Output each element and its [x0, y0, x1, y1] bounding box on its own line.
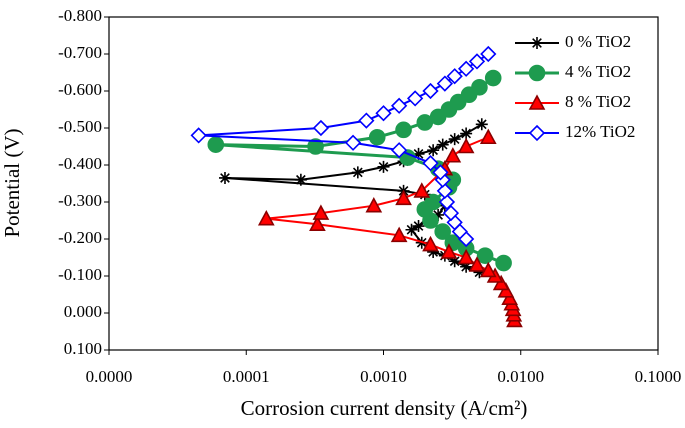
legend-label: 4 % TiO2: [565, 62, 631, 81]
legend-marker: [528, 94, 546, 110]
marker: [312, 204, 330, 220]
marker: [495, 254, 512, 272]
marker: [480, 45, 497, 63]
x-tick-label: 0.0100: [497, 367, 544, 386]
y-tick-label: -0.500: [58, 117, 102, 136]
marker: [427, 245, 440, 258]
marker: [312, 119, 330, 137]
marker: [422, 155, 439, 172]
marker: [444, 147, 462, 163]
marker: [368, 129, 386, 146]
marker: [405, 223, 418, 236]
marker: [440, 243, 458, 259]
x-tick-label: 0.0010: [360, 367, 407, 386]
marker: [395, 121, 412, 139]
marker: [471, 79, 488, 96]
x-tick-label: 0.1000: [635, 367, 682, 386]
marker: [448, 133, 461, 146]
marker: [391, 97, 408, 114]
marker: [358, 112, 375, 129]
marker: [436, 182, 454, 200]
marker: [501, 289, 518, 305]
marker: [391, 142, 408, 159]
y-tick-label: -0.600: [58, 80, 102, 99]
y-tick-label: 0.100: [64, 339, 102, 358]
marker: [412, 220, 425, 233]
marker: [497, 282, 515, 298]
marker: [432, 164, 449, 181]
legend-marker: [528, 64, 546, 82]
marker: [434, 223, 452, 240]
legend-marker: [531, 37, 543, 49]
marker: [427, 144, 440, 157]
marker: [442, 204, 460, 222]
marker: [422, 82, 439, 100]
marker: [351, 166, 364, 179]
marker: [457, 137, 475, 154]
y-tick-label: 0.000: [64, 302, 102, 321]
marker: [460, 260, 473, 273]
marker: [190, 127, 207, 144]
marker: [218, 171, 231, 184]
marker: [457, 248, 475, 265]
marker: [476, 247, 494, 264]
y-tick-label: -0.800: [58, 6, 102, 25]
marker: [377, 160, 390, 173]
y-tick-label: -0.100: [58, 265, 102, 284]
marker: [492, 274, 510, 291]
legend-label: 12% TiO2: [565, 122, 635, 141]
y-axis-title: Potential (V): [0, 128, 24, 237]
marker: [432, 208, 445, 221]
marker: [473, 266, 486, 279]
marker: [479, 128, 497, 145]
marker: [395, 189, 412, 206]
marker: [475, 118, 488, 131]
legend-label: 8 % TiO2: [565, 92, 631, 111]
y-tick-label: -0.200: [58, 228, 102, 247]
marker: [413, 182, 431, 198]
marker: [257, 209, 275, 226]
x-tick-label: 0.0000: [86, 367, 133, 386]
marker: [436, 138, 449, 151]
marker: [344, 134, 362, 151]
y-tick-label: -0.300: [58, 191, 102, 210]
legend-label: 0 % TiO2: [565, 32, 631, 51]
marker: [484, 69, 502, 87]
legend-marker: [528, 124, 546, 142]
marker: [468, 53, 486, 70]
marker: [412, 147, 425, 160]
marker: [446, 68, 463, 85]
marker: [448, 255, 461, 268]
y-tick-label: -0.700: [58, 43, 102, 62]
marker: [406, 90, 424, 107]
marker: [207, 136, 225, 153]
marker: [422, 235, 439, 252]
marker: [438, 193, 456, 211]
marker: [309, 215, 326, 231]
marker: [375, 105, 392, 122]
marker: [390, 226, 408, 243]
marker: [468, 256, 486, 272]
marker: [365, 197, 383, 213]
y-tick-label: -0.400: [58, 154, 102, 173]
marker: [436, 75, 454, 92]
marker: [479, 261, 497, 278]
x-axis-title: Corrosion current density (A/cm²): [241, 396, 528, 420]
marker: [294, 173, 307, 186]
marker: [460, 127, 473, 140]
marker: [458, 60, 475, 77]
x-tick-label: 0.0001: [223, 367, 270, 386]
